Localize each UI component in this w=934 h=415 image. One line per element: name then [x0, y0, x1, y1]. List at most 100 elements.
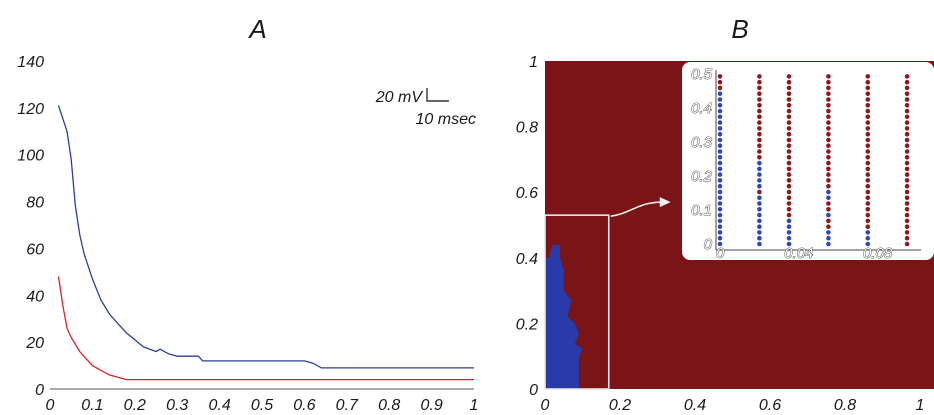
inset-red-dot	[826, 97, 831, 102]
inset-blue-dot	[826, 235, 831, 241]
zoom-box	[544, 214, 610, 390]
inset-red-dot	[786, 114, 792, 120]
inset-red-dot	[786, 201, 792, 206]
inset-red-dot	[865, 120, 871, 125]
heatmap-blue-region	[545, 244, 583, 389]
inset-y-tick-label: 0.2	[691, 168, 713, 185]
inset-red-dot	[904, 230, 910, 235]
inset-red-dot	[865, 218, 871, 224]
inset-blue-dot	[717, 97, 723, 102]
panel-a-y-tick-label: 120	[17, 101, 44, 118]
inset-blue-dot	[786, 235, 792, 241]
inset-red-dot	[904, 241, 910, 247]
inset-blue-dot	[757, 195, 762, 201]
inset-red-dot	[904, 79, 910, 85]
inset-red-dot	[717, 74, 723, 79]
inset-red-dot	[826, 178, 831, 183]
inset-x-tick-label: 0.04	[784, 245, 813, 262]
inset-red-dot	[904, 108, 910, 114]
inset-red-dot	[865, 195, 871, 201]
inset-y-tick-label: 0.4	[691, 100, 712, 117]
inset-blue-dot	[786, 241, 792, 247]
inset-blue-dot	[717, 218, 723, 224]
panel-a-series	[57, 105, 474, 381]
inset-red-dot	[786, 178, 792, 183]
panel-b-y-tick-label: 0.4	[516, 251, 538, 268]
inset-red-dot	[865, 131, 871, 137]
inset-dots	[717, 74, 910, 247]
inset-red-dot	[865, 201, 871, 206]
inset-red-dot	[904, 178, 910, 183]
inset-blue-dot	[786, 224, 792, 229]
inset-blue-dot	[826, 189, 831, 195]
inset-blue-dot	[826, 195, 831, 201]
inset-red-dot	[826, 137, 831, 143]
inset-red-dot	[865, 183, 871, 189]
inset-red-dot	[786, 91, 792, 96]
inset-background	[682, 62, 934, 260]
scale-bar-time-label: 10 msec	[416, 111, 476, 128]
inset-red-dot	[786, 103, 792, 108]
inset-blue-dot	[717, 241, 723, 247]
inset-red-dot	[826, 85, 831, 91]
inset-red-dot	[865, 108, 871, 114]
inset-red-dot	[826, 91, 831, 96]
inset-red-dot	[826, 183, 831, 189]
inset-blue-dot	[757, 166, 762, 172]
panel-a-y-ticks: 0 20 40 60 80 100 120 140	[17, 54, 44, 399]
panel-a-x-tick-label: 0.4	[208, 397, 230, 414]
inset-red-dot	[865, 160, 871, 166]
inset-scatter: 0 0.04 0.08 0 0.1 0.2 0.3 0.4 0.5	[682, 62, 934, 262]
inset-red-dot	[904, 131, 910, 137]
inset-red-dot	[865, 103, 871, 108]
inset-red-dot	[786, 143, 792, 148]
inset-axes	[715, 70, 921, 251]
panel-a-x-tick-label: 0.2	[124, 397, 146, 414]
inset-blue-dot	[717, 120, 723, 125]
inset-blue-dot	[786, 218, 792, 224]
inset-red-dot	[717, 85, 723, 91]
inset-x-tick-label: 0.08	[863, 245, 893, 262]
inset-red-dot	[757, 189, 762, 195]
inset-red-dot	[826, 155, 831, 160]
inset-red-dot	[786, 120, 792, 125]
inset-blue-dot	[826, 230, 831, 235]
inset-blue-dot	[717, 160, 723, 166]
inset-red-dot	[786, 149, 792, 154]
inset-blue-dot	[717, 195, 723, 201]
inset-blue-dot	[717, 178, 723, 183]
inset-red-dot	[757, 91, 762, 96]
inset-red-dot	[826, 74, 831, 79]
inset-blue-dot	[717, 149, 723, 154]
inset-blue-dot	[717, 91, 723, 96]
panel-a-y-tick-label: 80	[26, 195, 44, 212]
inset-red-dot	[904, 143, 910, 148]
inset-red-dot	[904, 218, 910, 224]
inset-red-dot	[904, 201, 910, 206]
inset-red-dot	[786, 137, 792, 143]
inset-red-dot	[904, 114, 910, 120]
inset-red-dot	[865, 114, 871, 120]
inset-red-dot	[826, 224, 831, 229]
inset-red-dot	[757, 103, 762, 108]
inset-blue-dot	[717, 212, 723, 218]
inset-red-dot	[786, 126, 792, 131]
inset-y-tick-label: 0.3	[691, 134, 713, 151]
inset-red-dot	[904, 91, 910, 96]
inset-red-dot	[757, 155, 762, 160]
inset-red-dot	[757, 74, 762, 79]
inset-red-dot	[904, 137, 910, 143]
inset-red-dot	[865, 212, 871, 218]
inset-blue-dot	[717, 230, 723, 235]
inset-red-dot	[904, 103, 910, 108]
inset-red-dot	[865, 149, 871, 154]
panel-b-x-tick-label: 0.4	[684, 397, 706, 414]
scale-bar-voltage-label: 20 mV	[375, 89, 424, 106]
panel-a-y-tick-label: 100	[17, 148, 44, 165]
inset-red-dot	[865, 85, 871, 91]
inset-blue-dot	[717, 131, 723, 137]
panel-a-x-tick-label: 0.5	[251, 397, 273, 414]
inset-red-dot	[865, 178, 871, 183]
inset-red-dot	[786, 212, 792, 218]
inset-blue-dot	[717, 207, 723, 212]
